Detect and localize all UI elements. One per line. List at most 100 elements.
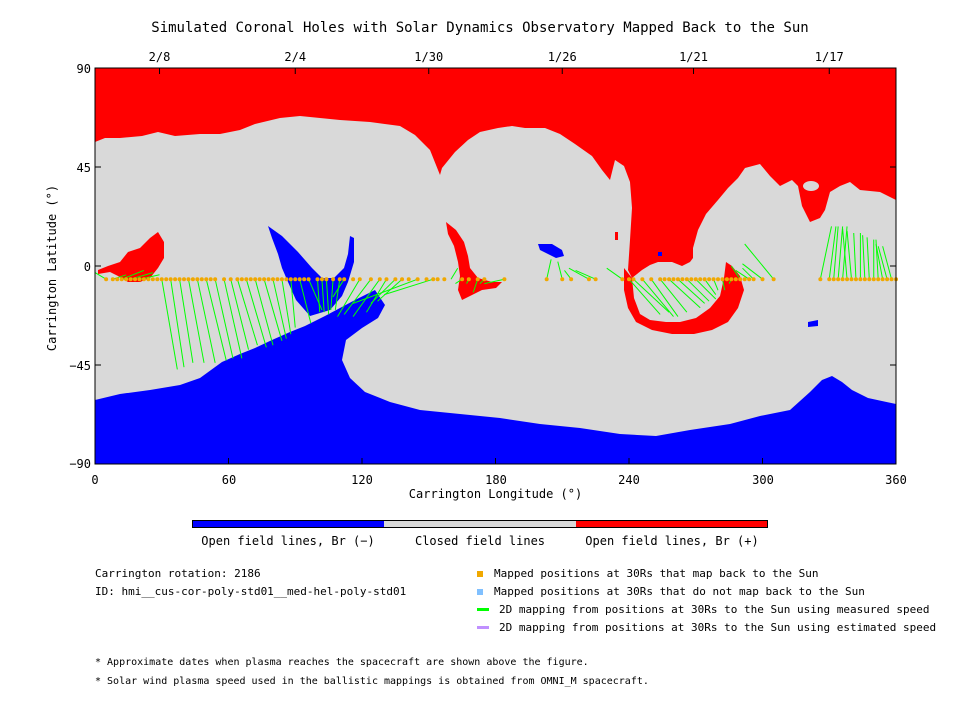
mapping-line: [94, 272, 107, 280]
mapped-point: [689, 277, 694, 282]
lightblue-square-icon: [477, 588, 483, 595]
mapped-point: [680, 277, 685, 282]
mapping-line: [677, 278, 705, 304]
mapped-point: [707, 277, 712, 282]
mapped-point: [222, 277, 227, 282]
mapped-point: [293, 277, 298, 282]
mapping-line: [245, 279, 267, 348]
mapped-point: [475, 277, 480, 282]
chart-title: Simulated Coronal Holes with Solar Dynam…: [151, 20, 809, 36]
mapping-line: [321, 279, 325, 313]
mapped-point: [288, 277, 293, 282]
mapped-point: [415, 277, 420, 282]
mapped-point: [324, 277, 329, 282]
y-tick-neg90: −90: [69, 457, 91, 471]
mapped-point: [889, 277, 894, 282]
mapped-point: [208, 277, 213, 282]
small-negative-hole-200: [538, 244, 564, 258]
mapping-line: [384, 278, 434, 296]
x-tick-120: 120: [351, 473, 373, 487]
mapping-line: [330, 279, 334, 311]
mapping-line: [370, 278, 396, 304]
mapped-point: [137, 277, 142, 282]
mapping-line: [472, 279, 479, 293]
mapped-point: [862, 277, 867, 282]
mapping-line: [272, 279, 287, 339]
mapped-point: [466, 277, 471, 282]
mapped-points: [104, 277, 898, 282]
x-tick-60: 60: [221, 473, 237, 487]
legend-estimated-label: 2D mapping from positions at 30Rs to the…: [499, 621, 937, 634]
mapping-line: [568, 267, 590, 280]
mapped-point: [302, 277, 307, 282]
mapped-point: [177, 277, 182, 282]
mapped-point: [827, 277, 832, 282]
top-date-tick: 1/17: [814, 50, 844, 64]
mapped-point: [239, 277, 244, 282]
mapping-line: [742, 263, 763, 280]
mapping-line: [853, 232, 857, 280]
mapping-line: [641, 278, 674, 317]
legend-not-mapped-label: Mapped positions at 30Rs that do not map…: [494, 585, 865, 598]
mapped-point: [675, 277, 680, 282]
mapping-line: [606, 267, 623, 280]
mapping-line: [819, 226, 832, 280]
legend-estimated: 2D mapping from positions at 30Rs to the…: [477, 621, 936, 634]
mapped-point: [110, 277, 115, 282]
y-tick-45: 45: [76, 161, 91, 175]
mapping-line: [196, 279, 216, 363]
mapping-line: [862, 235, 866, 280]
mapping-line: [837, 226, 844, 280]
mapped-point: [248, 277, 253, 282]
mapping-line: [236, 279, 258, 346]
top-date-tick: 1/26: [547, 50, 577, 64]
north-positive-polar-hole: [95, 68, 896, 278]
mapped-point: [306, 277, 311, 282]
mapping-line: [744, 243, 775, 280]
mapped-point: [275, 277, 280, 282]
mapped-point: [164, 277, 169, 282]
mapping-line: [882, 246, 893, 280]
footnote-dates: * Approximate dates when plasma reaches …: [95, 657, 589, 668]
mapped-point: [351, 277, 356, 282]
legend-mapped: Mapped positions at 30Rs that map back t…: [477, 567, 819, 580]
mapped-point: [213, 277, 218, 282]
mapped-point: [315, 277, 320, 282]
mapped-point: [244, 277, 249, 282]
mapped-point: [818, 277, 823, 282]
mapping-line: [659, 278, 688, 313]
mapping-line: [866, 237, 870, 280]
mapping-line: [281, 279, 292, 335]
mapped-point: [257, 277, 262, 282]
mapping-line: [484, 278, 505, 285]
y-axis-label: Carrington Latitude (°): [45, 184, 59, 352]
mapped-point: [155, 277, 160, 282]
mapped-point: [150, 277, 155, 282]
mapped-point: [698, 277, 703, 282]
mapping-lines: [94, 226, 893, 370]
mapping-line: [686, 278, 710, 302]
mapped-point: [235, 277, 240, 282]
mapping-line: [254, 279, 274, 346]
mapping-line: [325, 279, 330, 315]
y-tick-0: 0: [83, 260, 91, 274]
closed-island-b: [741, 207, 753, 215]
mapping-line: [846, 230, 852, 280]
mapped-point: [544, 277, 549, 282]
mapped-point: [124, 277, 129, 282]
x-tick-180: 180: [485, 473, 507, 487]
mapped-point: [431, 277, 436, 282]
mapping-line: [377, 278, 403, 302]
mapped-point: [368, 277, 373, 282]
mapping-line: [161, 279, 178, 370]
mapping-line: [112, 274, 127, 280]
mapping-line: [337, 278, 361, 317]
mapped-point: [435, 277, 440, 282]
mapped-point: [141, 277, 146, 282]
mapped-point: [104, 277, 109, 282]
tiny-negative-hole-256: [658, 252, 662, 256]
mapping-line: [214, 279, 234, 359]
mapped-point: [331, 277, 336, 282]
mapping-line: [352, 278, 418, 304]
top-date-tick: 2/8: [148, 50, 171, 64]
